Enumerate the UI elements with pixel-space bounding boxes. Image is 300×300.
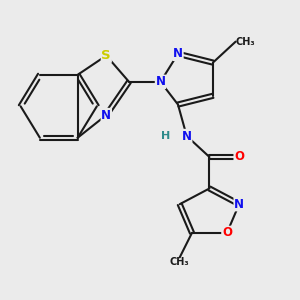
Text: S: S (101, 49, 111, 62)
Text: O: O (222, 226, 232, 239)
Text: N: N (155, 75, 166, 88)
Text: H: H (161, 131, 170, 141)
Text: CH₃: CH₃ (236, 37, 255, 46)
Text: O: O (234, 151, 244, 164)
Text: CH₃: CH₃ (170, 257, 190, 267)
Text: N: N (101, 109, 111, 122)
Text: N: N (182, 130, 192, 142)
Text: N: N (234, 198, 244, 211)
Text: N: N (173, 47, 183, 60)
